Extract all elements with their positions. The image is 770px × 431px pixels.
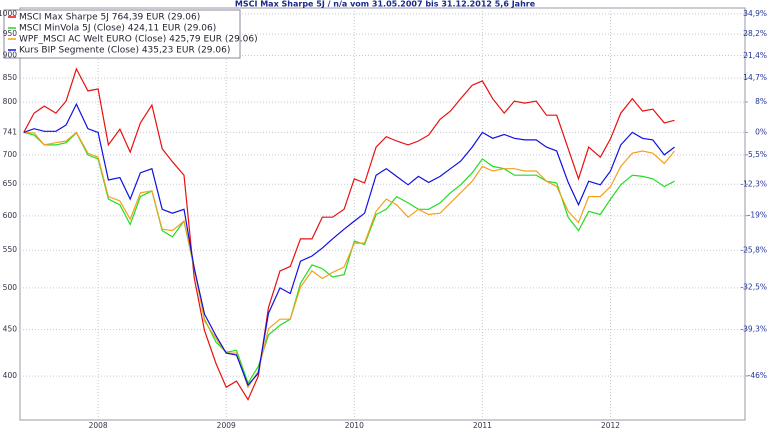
x-tick-label: 2008: [89, 421, 108, 430]
x-tick-label: 2010: [345, 421, 364, 430]
y2-tick-label: 14,7%: [743, 73, 767, 82]
y2-tick-label: -5,5%: [745, 150, 767, 159]
legend-label: Kurs BIP Segmente (Close) 435,23 EUR (29…: [19, 46, 230, 56]
y2-tick-label: 8%: [755, 97, 767, 106]
series-line: [23, 131, 675, 389]
y2-tick-label: -19%: [748, 211, 767, 220]
legend-label: WPF_MSCI AC Welt EURO (Close) 425,79 EUR…: [19, 35, 258, 45]
plot-area: [19, 7, 746, 421]
x-tick-label: 2009: [217, 421, 236, 430]
y2-tick-label: -25,8%: [740, 245, 767, 254]
series-line: [23, 67, 675, 401]
y-tick-label: 650: [3, 179, 18, 188]
y-tick-label: 500: [3, 283, 18, 292]
y-tick-label: 900: [3, 51, 18, 60]
series-line: [23, 102, 675, 387]
y-tick-label: 600: [3, 211, 18, 220]
x-tick-label: 2011: [473, 421, 492, 430]
y2-tick-label: 28,2%: [743, 29, 767, 38]
y2-tick-label: 34,9%: [743, 9, 767, 18]
y2-tick-label: -46%: [748, 371, 767, 380]
y-tick-label: 741: [3, 127, 18, 136]
y-tick-label: 700: [3, 150, 18, 159]
y-tick-label: 1000: [0, 9, 17, 18]
y-tick-label: 800: [3, 97, 18, 106]
y2-tick-label: 21,4%: [743, 51, 767, 60]
y2-tick-label: -39,3%: [740, 325, 767, 334]
y2-tick-label: -12,3%: [740, 179, 767, 188]
y2-tick-label: 0%: [755, 127, 767, 136]
lines: [23, 67, 675, 401]
y-tick-label: 850: [3, 73, 18, 82]
chart-title: MSCI Max Sharpe 5J / n/a vom 31.05.2007 …: [235, 0, 536, 9]
y-tick-label: 450: [3, 325, 18, 334]
series-line: [23, 131, 675, 385]
legend-label: MSCI MinVola 5J (Close) 424,11 EUR (29.0…: [19, 24, 216, 34]
legend: MSCI Max Sharpe 5J 764,39 EUR (29.06)MSC…: [3, 9, 258, 59]
y2-tick-label: -32,5%: [740, 283, 767, 292]
legend-box: [3, 9, 241, 59]
y-tick-label: 950: [3, 29, 18, 38]
y-tick-label: 400: [3, 371, 18, 380]
x-tick-label: 2012: [601, 421, 620, 430]
legend-label: MSCI Max Sharpe 5J 764,39 EUR (29.06): [19, 13, 200, 23]
y-tick-label: 550: [3, 245, 18, 254]
